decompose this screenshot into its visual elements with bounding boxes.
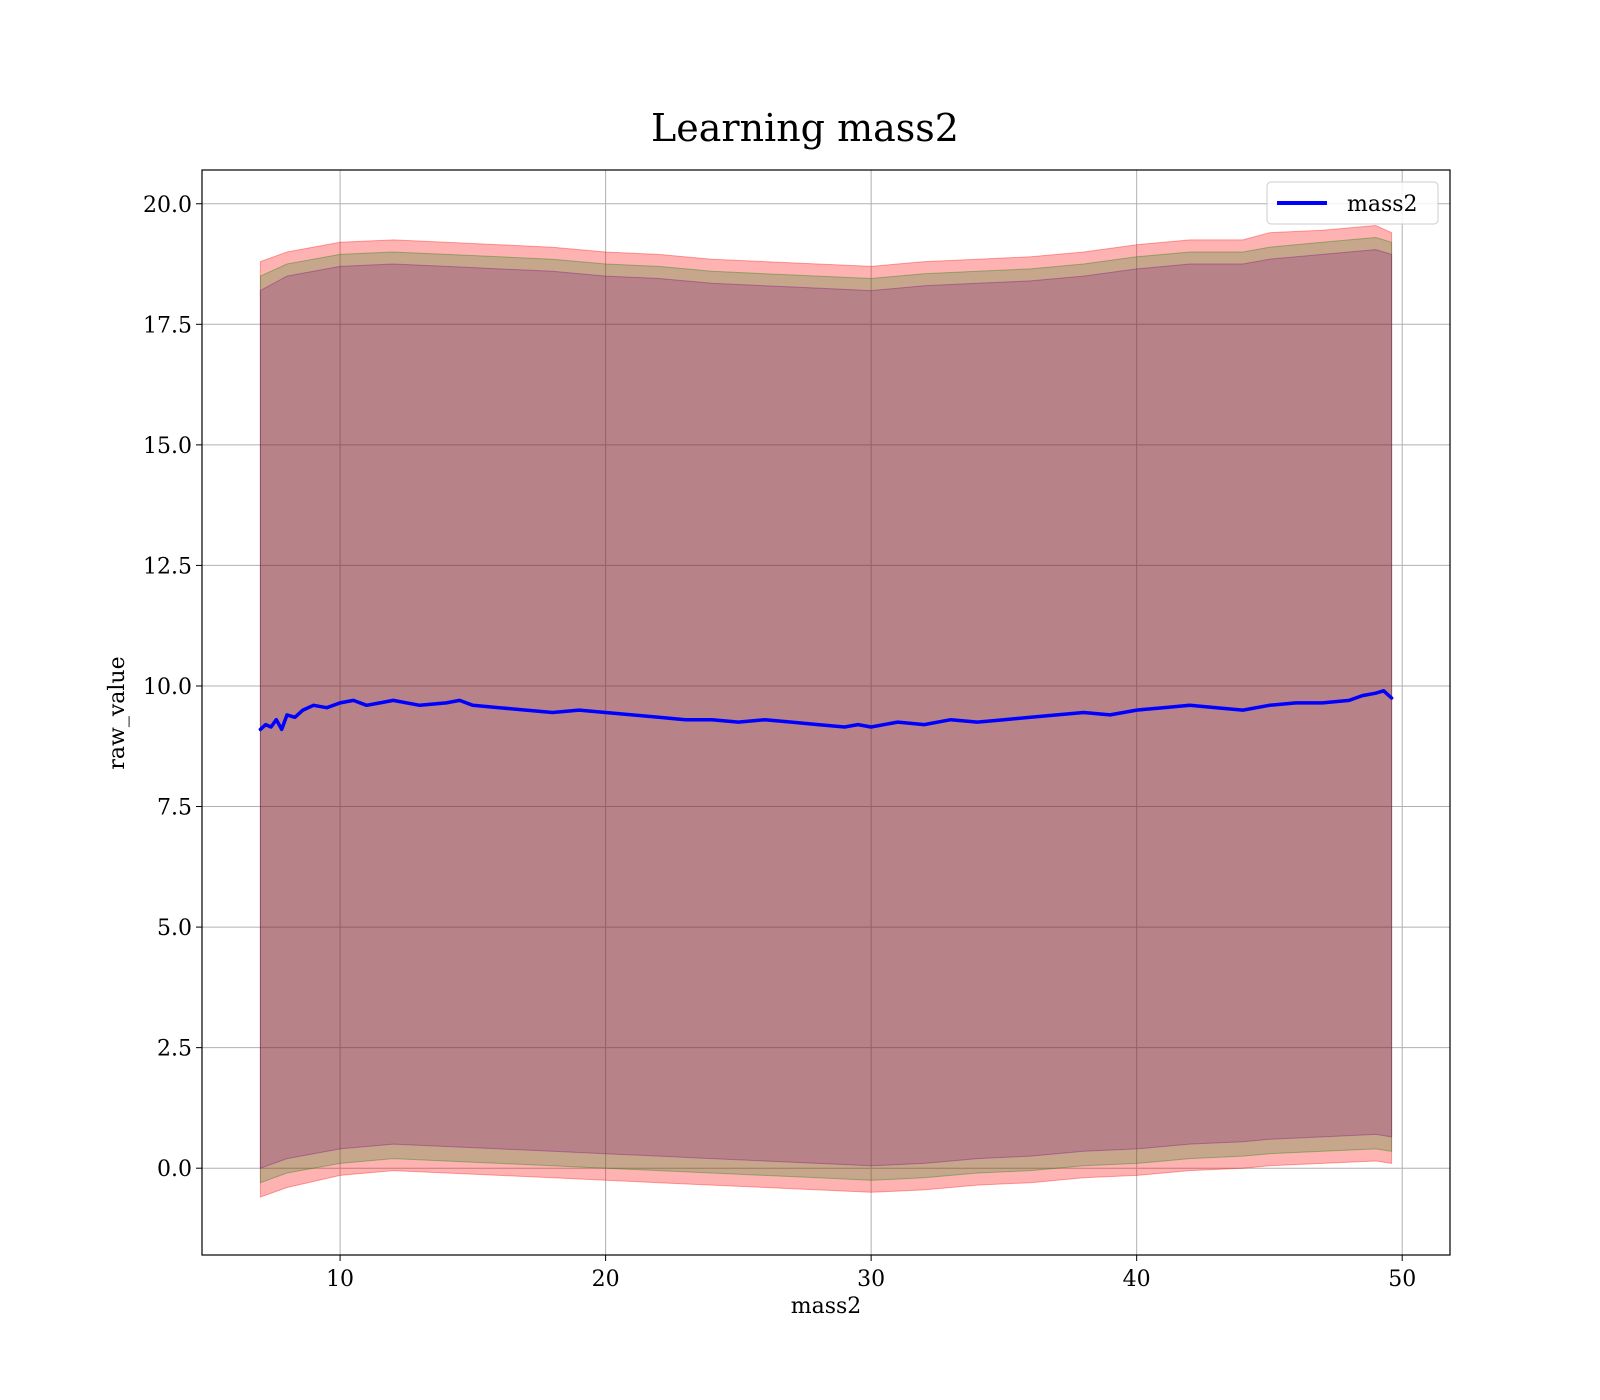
x-tick-label: 20: [592, 1267, 620, 1292]
y-axis-label: raw_value: [105, 656, 130, 769]
y-tick-label: 5.0: [157, 916, 192, 941]
confidence-bands: [259, 224, 1393, 1198]
x-axis-ticks: 10 20 30 40 50: [326, 1255, 1416, 1292]
legend: mass2: [1266, 181, 1439, 225]
confidence-band-1: [259, 236, 1393, 1184]
x-tick-label: 30: [857, 1267, 885, 1292]
x-tick-label: 10: [326, 1267, 354, 1292]
plot-frame: [201, 169, 1451, 1256]
y-tick-label: 17.5: [143, 313, 192, 338]
y-tick-label: 7.5: [157, 796, 192, 821]
y-axis-ticks: 0.0 2.5 5.0 7.5 10.0 12.5 15.0 17.5 20.0: [143, 193, 202, 1182]
legend-box: [1266, 181, 1439, 225]
x-tick-label: 50: [1388, 1267, 1416, 1292]
confidence-band-0: [259, 224, 1393, 1198]
y-tick-label: 12.5: [143, 554, 192, 579]
series-line-0: [258, 689, 1394, 732]
confidence-band-2: [259, 249, 1393, 1169]
y-tick-label: 10.0: [143, 675, 192, 700]
y-tick-label: 0.0: [157, 1157, 192, 1182]
x-axis-label: mass2: [791, 1294, 862, 1319]
series-lines: [258, 689, 1394, 732]
x-tick-label: 40: [1123, 1267, 1151, 1292]
y-tick-label: 15.0: [143, 434, 192, 459]
legend-label: mass2: [1347, 192, 1418, 217]
chart-title: Learning mass2: [651, 106, 959, 150]
y-tick-label: 20.0: [143, 193, 192, 218]
y-tick-label: 2.5: [157, 1037, 192, 1062]
grid: [202, 170, 1450, 1255]
